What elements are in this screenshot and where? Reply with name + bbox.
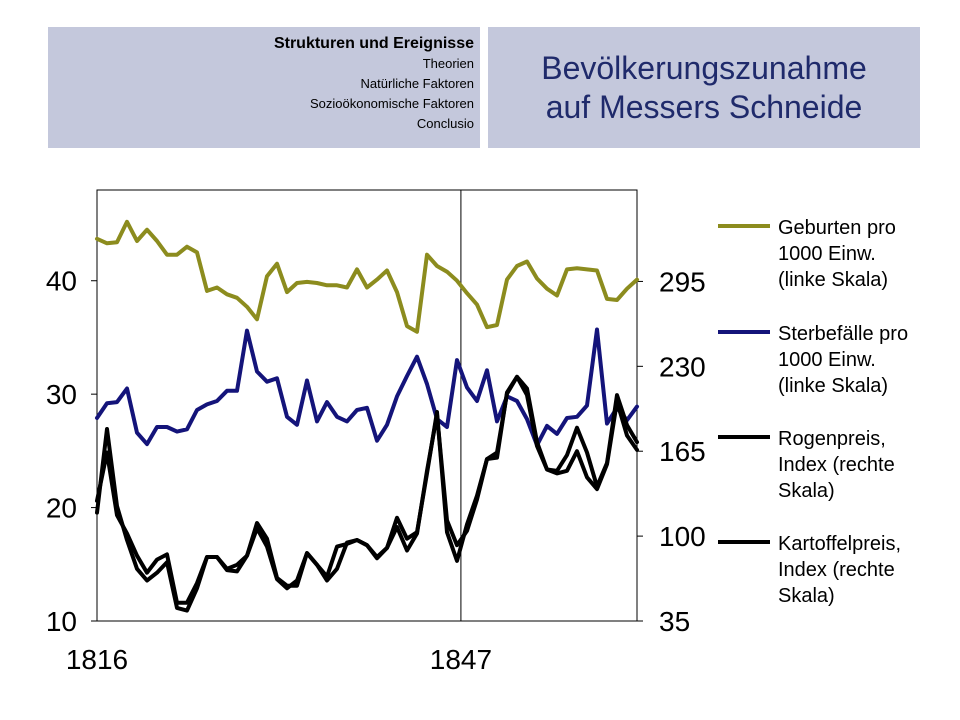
x-axis-tick-label: 1847 <box>430 644 492 675</box>
slide-title: Bevölkerungszunahme auf Messers Schneide <box>541 49 867 127</box>
left-axis-tick-label: 40 <box>46 266 77 297</box>
nav-item-soziooekonomische-faktoren[interactable]: Sozioökonomische Faktoren <box>309 96 474 111</box>
slide-title-line-2: auf Messers Schneide <box>545 88 863 125</box>
legend-label-4: Kartoffelpreis, <box>778 533 901 555</box>
nav-item-natuerliche-faktoren[interactable]: Natürliche Faktoren <box>360 76 474 91</box>
navigation-box: Strukturen und Ereignisse Theorien Natür… <box>48 27 480 148</box>
legend-label-1: (linke Skala) <box>778 269 888 291</box>
legend-label-3: Index (rechte <box>778 454 895 476</box>
nav-section-title: Strukturen und Ereignisse <box>273 35 474 52</box>
legend-label-4: Index (rechte <box>778 559 895 581</box>
right-axis-tick-label: 100 <box>659 521 706 552</box>
series-line-2 <box>95 327 639 448</box>
legend-label-2: (linke Skala) <box>778 375 888 397</box>
series-line-4 <box>95 374 639 605</box>
left-axis-tick-label: 30 <box>46 379 77 410</box>
nav-item-theorien[interactable]: Theorien <box>422 56 474 71</box>
right-axis-tick-label: 35 <box>659 606 690 637</box>
legend-label-2: 1000 Einw. <box>778 349 876 371</box>
right-axis-tick-label: 165 <box>659 436 706 467</box>
slide-title-box: Bevölkerungszunahme auf Messers Schneide <box>488 27 920 148</box>
slide-title-line-1: Bevölkerungszunahme <box>541 49 867 86</box>
legend-label-4: Skala) <box>778 585 835 607</box>
legend-label-1: 1000 Einw. <box>778 243 876 265</box>
x-axis-tick-label: 1816 <box>66 644 128 675</box>
legend-label-3: Skala) <box>778 480 835 502</box>
legend-label-1: Geburten pro <box>778 217 896 239</box>
left-axis-tick-label: 20 <box>46 493 77 524</box>
left-axis-tick-label: 10 <box>46 606 77 637</box>
right-axis-tick-label: 230 <box>659 351 706 382</box>
series-line-1 <box>95 219 639 334</box>
legend-label-2: Sterbefälle pro <box>778 323 908 345</box>
nav-item-conclusio[interactable]: Conclusio <box>416 116 474 131</box>
right-axis-tick-label: 295 <box>659 266 706 297</box>
legend-label-3: Rogenpreis, <box>778 428 886 450</box>
